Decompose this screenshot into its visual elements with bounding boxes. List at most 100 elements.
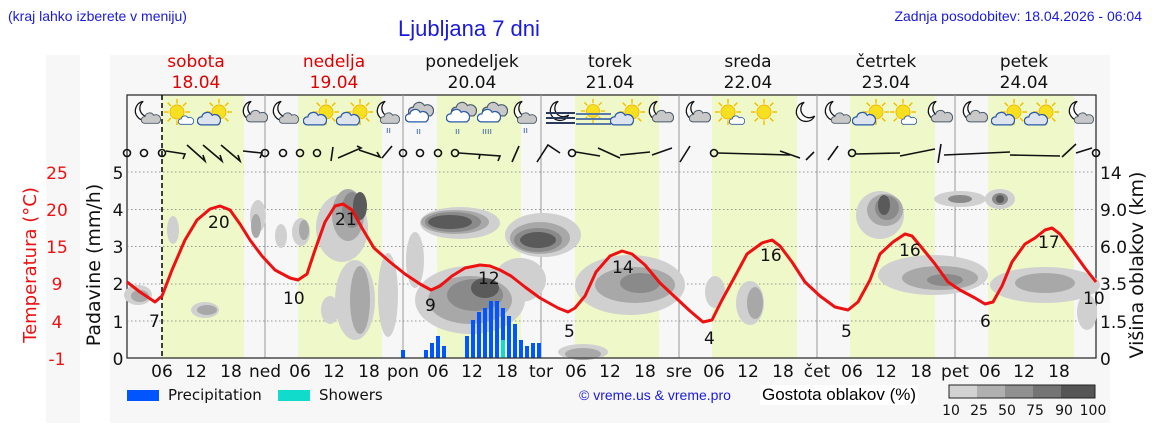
legend-showers: Showers [278,386,383,404]
moon-cloud-icon [685,100,711,123]
temp-label: 10 [1083,289,1105,309]
showers-swatch [278,389,310,401]
x-tick: čet [804,362,831,382]
svg-text:50: 50 [998,403,1016,419]
svg-text:10: 10 [942,403,960,419]
svg-text:9.0: 9.0 [1100,201,1127,221]
day-date: 24.04 [999,73,1049,93]
x-tick: sre [666,362,692,382]
svg-text:ıııı: ıııı [482,127,492,137]
x-tick: 06 [979,362,1001,382]
wind-row [122,143,1101,164]
calm-wind-icon [139,148,149,158]
location-hint: (kraj lahko izberete v meniju) [8,8,187,24]
x-tick: 06 [289,362,311,382]
svg-text:5: 5 [113,164,124,184]
cloud-density-scale [948,384,1096,399]
x-tick: pet [941,362,969,382]
temp-label: 4 [704,329,715,349]
moon-cloud-icon [134,100,161,124]
cloud-density-ticks: 10 25 50 75 90 100 [942,403,1106,419]
x-tick: 12 [1013,362,1035,382]
svg-text:14: 14 [1100,164,1122,184]
temp-label: 10 [283,289,305,309]
cloud-density-title: Gostota oblakov (%) [760,385,919,405]
temperature-ticks: 25 20 15 9 4 -1 [46,164,68,370]
weather-icons-row: ıı ıı ıı ıııı ıı [134,98,1094,137]
svg-text:ıı: ıı [523,126,528,136]
temp-label: 6 [980,312,991,332]
x-tick: 06 [565,362,587,382]
x-tick: tor [529,362,553,382]
cloud-rain-icon: ıı [405,101,434,137]
temperature-line [126,202,1098,324]
svg-text:1.5: 1.5 [1100,313,1127,333]
temperature-axis-label: Temperatura (°C) [20,187,41,344]
cloud-rain-heavy-icon: ıııı [477,101,508,137]
x-tick: 12 [737,362,759,382]
svg-text:ıı: ıı [416,127,421,137]
x-tick: 12 [185,362,207,382]
day-header-sunday: nedelja 19.04 [265,52,403,94]
day-header-monday: ponedeljek 20.04 [403,52,541,94]
day-name: ponedeljek [425,52,519,72]
x-tick: 12 [461,362,483,382]
precipitation-bars [401,301,541,358]
x-tick: 18 [910,362,932,382]
day-header-saturday: sobota 18.04 [127,52,265,94]
svg-text:2: 2 [113,275,124,295]
day-date: 21.04 [585,73,635,93]
day-header-wednesday: sreda 22.04 [679,52,817,94]
day-name: četrtek [855,52,917,72]
temperature-labels: 7 20 10 21 9 12 5 14 4 16 5 16 6 17 10 [149,210,1105,349]
svg-text:-1: -1 [49,350,66,370]
moon-cloud-icon [927,100,953,123]
day-name: torek [588,52,632,72]
x-tick: 18 [496,362,518,382]
svg-text:75: 75 [1026,403,1044,419]
temp-label: 5 [841,322,852,342]
x-tick: 06 [427,362,449,382]
temp-label: 14 [612,258,634,278]
page-title: Ljubljana 7 dni [398,16,540,41]
day-header-thursday: četrtek 23.04 [817,52,955,94]
day-header-tuesday: torek 21.04 [541,52,679,94]
x-tick: 12 [323,362,345,382]
moon-cloud-icon [824,100,851,124]
moon-cloud-icon [242,100,268,123]
temp-label: 12 [478,269,500,289]
x-tick: 06 [841,362,863,382]
svg-text:4: 4 [52,313,63,333]
x-tick: ned [249,362,281,382]
wind-barb-icon [242,150,264,159]
last-update: Zadnja posodobitev: 18.04.2026 - 06:04 [894,8,1142,24]
svg-text:3: 3 [113,238,124,258]
svg-text:1: 1 [113,313,124,333]
svg-text:25: 25 [970,403,988,419]
day-name: petek [999,52,1049,72]
wind-barb-icon [202,144,224,164]
x-axis-labels: 06 12 18 ned 06 12 18 pon 06 12 18 tor 0… [151,362,1070,382]
x-tick: 06 [151,362,173,382]
precipitation-axis-label: Padavine (mm/h) [83,184,105,347]
cloud-height-axis-label: Višina oblakov (km) [1126,172,1148,359]
svg-text:3.5: 3.5 [1100,275,1127,295]
x-tick: 06 [703,362,725,382]
day-name: sobota [167,52,225,72]
day-date: 19.04 [309,73,359,93]
day-date: 23.04 [861,73,911,93]
svg-text:0: 0 [113,350,124,370]
temp-label: 9 [425,296,436,316]
day-date: 18.04 [171,73,221,93]
moon-fog-icon [546,100,575,124]
x-tick: 18 [1048,362,1070,382]
svg-text:90: 90 [1055,403,1073,419]
showers-bar [501,340,505,358]
copyright-link[interactable]: © vreme.us & vreme.pro [579,387,731,403]
moon-cloud-icon [962,100,988,123]
temp-label: 16 [899,241,921,261]
svg-text:0: 0 [1100,350,1111,370]
moon-cloud-icon [648,100,674,123]
temp-label: 5 [564,322,575,342]
